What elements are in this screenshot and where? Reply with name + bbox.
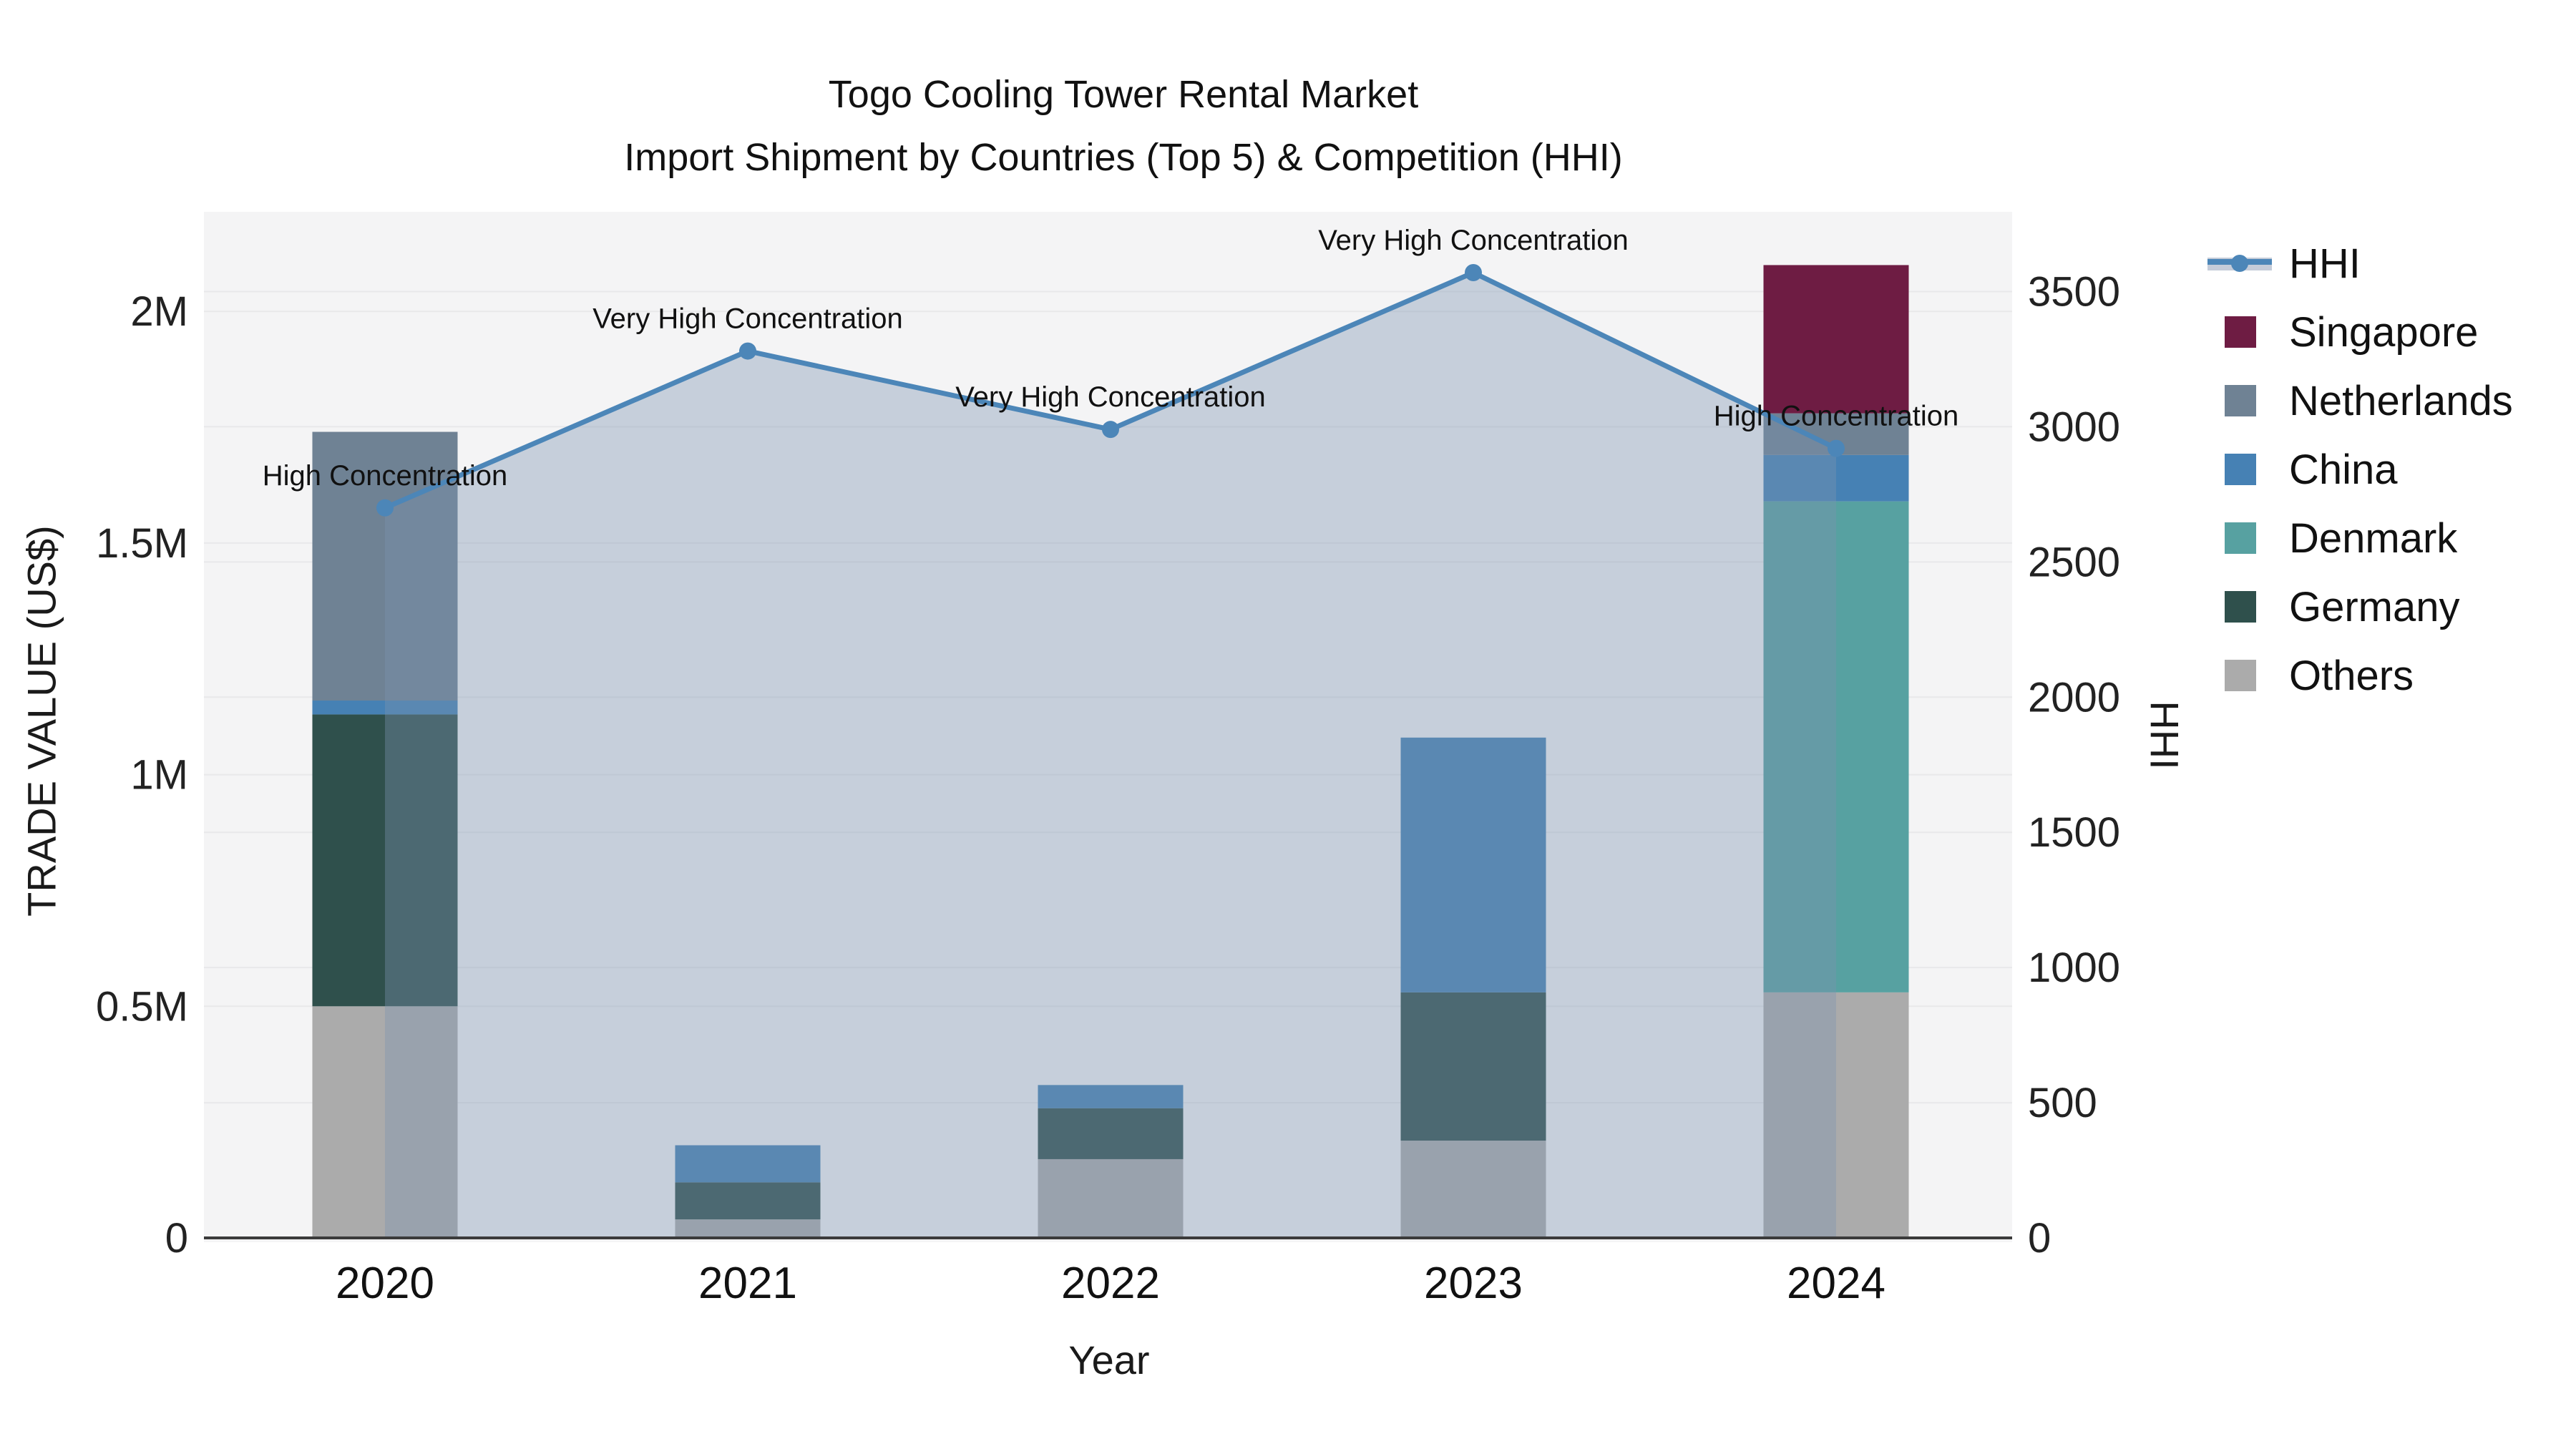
legend: HHI Singapore Netherlands China Denmark Germa…: [2207, 229, 2513, 710]
y-left-tick-0.5M: 0.5M: [96, 983, 188, 1030]
x-tick-2023: 2023: [1424, 1259, 1523, 1308]
x-tick-2024: 2024: [1787, 1259, 1885, 1308]
legend-label: HHI: [2289, 240, 2361, 287]
legend-label: Denmark: [2289, 514, 2458, 562]
y-left-tick-1M: 1M: [130, 752, 188, 799]
bar-segment-netherlands-2020: [312, 431, 458, 701]
legend-label: Germany: [2289, 583, 2460, 630]
legend-item-netherlands[interactable]: Netherlands: [2207, 366, 2513, 435]
legend-label: China: [2289, 446, 2398, 493]
y-right-tick-1000: 1000: [2028, 945, 2120, 991]
bar-segment-others-2023: [1400, 1141, 1546, 1238]
hhi-marker-2024: [1828, 439, 1845, 457]
denmark-swatch-icon: [2207, 522, 2273, 554]
legend-label: Singapore: [2289, 308, 2479, 356]
bar-segment-others-2021: [675, 1219, 821, 1238]
hhi-line-icon: [2207, 248, 2273, 279]
bar-segment-china-2024: [1763, 454, 1909, 502]
bar-segment-germany-2021: [675, 1182, 821, 1220]
bar-segment-germany-2020: [312, 714, 458, 1007]
china-swatch-icon: [2207, 454, 2273, 485]
bar-segment-denmark-2024: [1763, 501, 1909, 992]
germany-swatch-icon: [2207, 591, 2273, 623]
annotation-2023: Very High Concentration: [1318, 225, 1629, 256]
bar-segment-germany-2023: [1400, 992, 1546, 1141]
chart-title-line2: Import Shipment by Countries (Top 5) & C…: [624, 136, 1623, 179]
hhi-marker-2022: [1102, 421, 1119, 439]
y-right-tick-3500: 3500: [2028, 268, 2120, 315]
y-left-tick-1.5M: 1.5M: [96, 520, 188, 567]
x-tick-2022: 2022: [1061, 1259, 1160, 1308]
netherlands-swatch-icon: [2207, 385, 2273, 416]
x-axis-title: Year: [1068, 1337, 1150, 1382]
annotation-2022: Very High Concentration: [955, 381, 1266, 413]
bar-segment-china-2022: [1038, 1085, 1184, 1108]
bar-segment-others-2024: [1763, 992, 1909, 1238]
others-swatch-icon: [2207, 660, 2273, 691]
singapore-swatch-icon: [2207, 316, 2273, 348]
hhi-marker-2021: [739, 342, 756, 360]
y-right-tick-500: 500: [2028, 1080, 2097, 1126]
x-tick-2020: 2020: [336, 1259, 434, 1308]
bar-segment-germany-2022: [1038, 1108, 1184, 1159]
annotation-2024: High Concentration: [1714, 401, 1958, 432]
legend-item-denmark[interactable]: Denmark: [2207, 504, 2513, 572]
x-tick-2021: 2021: [698, 1259, 797, 1308]
legend-item-singapore[interactable]: Singapore: [2207, 298, 2513, 366]
bar-segment-china-2020: [312, 701, 458, 715]
legend-label: Netherlands: [2289, 377, 2513, 424]
y-left-tick-0: 0: [165, 1215, 188, 1262]
bar-segment-china-2021: [675, 1145, 821, 1183]
y-right-tick-3000: 3000: [2028, 404, 2120, 450]
y-right-tick-1500: 1500: [2028, 809, 2120, 856]
annotation-2021: Very High Concentration: [592, 303, 903, 335]
annotation-2020: High Concentration: [263, 460, 507, 492]
y-right-tick-2000: 2000: [2028, 674, 2120, 721]
hhi-marker-2023: [1465, 264, 1482, 282]
chart-title: Togo Cooling Tower Rental Market Import …: [0, 63, 2247, 189]
bar-segment-china-2023: [1400, 737, 1546, 992]
legend-item-others[interactable]: Others: [2207, 641, 2513, 710]
legend-label: Others: [2289, 652, 2414, 699]
y-right-tick-2500: 2500: [2028, 539, 2120, 585]
y-right-tick-0: 0: [2028, 1215, 2051, 1262]
bar-segment-others-2022: [1038, 1158, 1184, 1238]
hhi-area: [385, 273, 1836, 1238]
chart-title-line1: Togo Cooling Tower Rental Market: [828, 73, 1419, 116]
hhi-marker-2020: [376, 499, 394, 517]
bar-segment-others-2020: [312, 1006, 458, 1238]
legend-item-germany[interactable]: Germany: [2207, 572, 2513, 641]
plot-background: [204, 212, 2012, 1242]
legend-item-china[interactable]: China: [2207, 435, 2513, 504]
bar-segment-singapore-2024: [1763, 265, 1909, 414]
legend-item-hhi[interactable]: HHI: [2207, 229, 2513, 298]
y-left-tick-2M: 2M: [130, 288, 188, 335]
